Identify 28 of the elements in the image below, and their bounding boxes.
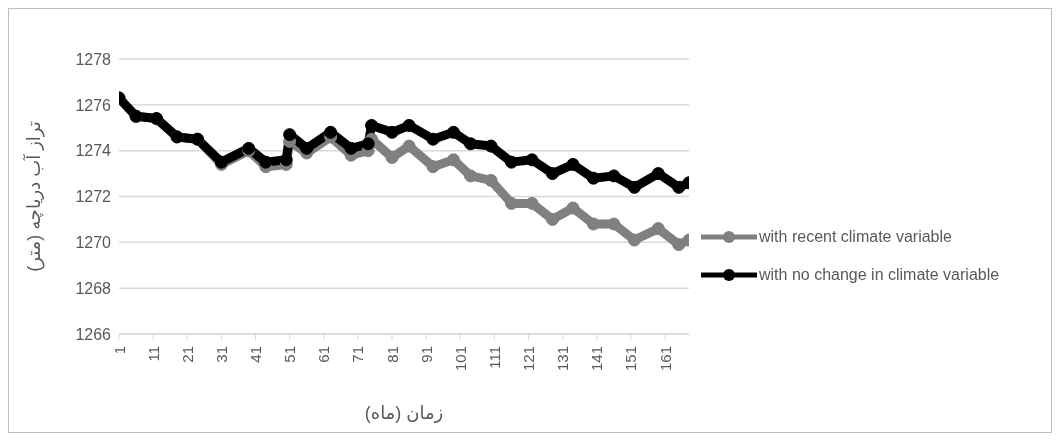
x-tick-label: 41 <box>247 346 265 363</box>
x-tick-label: 31 <box>212 346 230 363</box>
legend-label: with recent climate variable <box>759 226 953 247</box>
x-tick-label: 51 <box>281 346 299 363</box>
x-tick-label: 81 <box>383 346 401 363</box>
x-tick-label: 141 <box>588 346 606 372</box>
x-tick-label: 61 <box>315 346 333 363</box>
x-tick-label: 111 <box>485 346 503 369</box>
y-tick-label: 1268 <box>75 279 112 297</box>
y-tick-label: 1272 <box>75 188 112 206</box>
x-tick-label: 21 <box>178 346 196 363</box>
y-tick-label: 1270 <box>75 234 112 252</box>
x-tick-label: 131 <box>554 346 572 372</box>
y-tick-label: 1276 <box>75 96 112 114</box>
x-tick-label: 1 <box>110 346 128 355</box>
x-tick-label: 161 <box>656 346 674 372</box>
x-tick-label: 11 <box>144 346 162 362</box>
x-axis-title: زمان (ماه) <box>364 403 444 423</box>
x-tick-label: 71 <box>349 346 367 363</box>
legend-label: with no change in climate variable <box>759 264 1001 285</box>
x-tick-label: 121 <box>520 346 538 372</box>
x-tick-label: 101 <box>451 346 469 372</box>
y-tick-label: 1274 <box>75 142 112 160</box>
y-axis-title: تراز آب دریاچه (متر) <box>22 121 46 272</box>
x-tick-label: 151 <box>622 346 640 372</box>
y-tick-label: 1266 <box>75 325 112 343</box>
y-tick-label: 1278 <box>75 50 112 68</box>
x-tick-label: 91 <box>417 346 435 363</box>
